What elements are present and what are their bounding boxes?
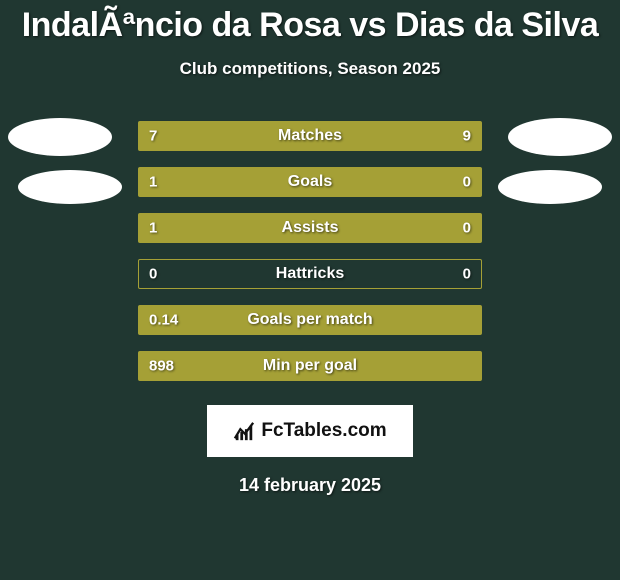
player2-avatar-shadow xyxy=(508,118,612,156)
stat-label: Goals xyxy=(288,173,332,191)
page-title: IndalÃªncio da Rosa vs Dias da Silva xyxy=(0,0,620,45)
subtitle: Club competitions, Season 2025 xyxy=(0,59,620,79)
stat-label: Matches xyxy=(278,127,342,145)
stat-bar-left xyxy=(139,168,399,196)
stats-container: Matches79Goals10Assists10Hattricks00Goal… xyxy=(138,121,482,381)
brand-logo-icon xyxy=(233,420,255,442)
stat-label: Goals per match xyxy=(247,311,372,329)
stat-label: Assists xyxy=(282,219,339,237)
stat-bar-left xyxy=(139,214,399,242)
stat-bar-left xyxy=(139,122,276,150)
stat-row: Hattricks 0 0 xyxy=(138,259,482,289)
stat-label: Min per goal xyxy=(263,357,357,375)
stat-row: Min per goal 898 xyxy=(138,351,482,381)
stat-value-left: 1 xyxy=(149,220,157,237)
stat-value-left: 0 xyxy=(149,266,157,283)
stat-value-left: 7 xyxy=(149,128,157,145)
stat-value-left: 0.14 xyxy=(149,312,178,329)
player1-avatar-shadow xyxy=(8,118,112,156)
stat-value-right: 0 xyxy=(463,174,471,191)
brand-badge: FcTables.com xyxy=(207,405,413,457)
brand-text: FcTables.com xyxy=(261,420,386,442)
stat-value-right: 0 xyxy=(463,266,471,283)
stat-value-left: 898 xyxy=(149,358,174,375)
stat-value-right: 0 xyxy=(463,220,471,237)
player1-avatar xyxy=(18,170,122,204)
date: 14 february 2025 xyxy=(0,475,620,496)
stat-label: Hattricks xyxy=(276,265,344,283)
stat-row: Assists 1 0 xyxy=(138,213,482,243)
stat-value-left: 1 xyxy=(149,174,157,191)
stat-row: Goals per match 0.14 xyxy=(138,305,482,335)
stat-value-right: 9 xyxy=(463,128,471,145)
player2-avatar xyxy=(498,170,602,204)
stat-row: Matches 7 9 xyxy=(138,121,482,151)
stat-row: Goals 1 0 xyxy=(138,167,482,197)
